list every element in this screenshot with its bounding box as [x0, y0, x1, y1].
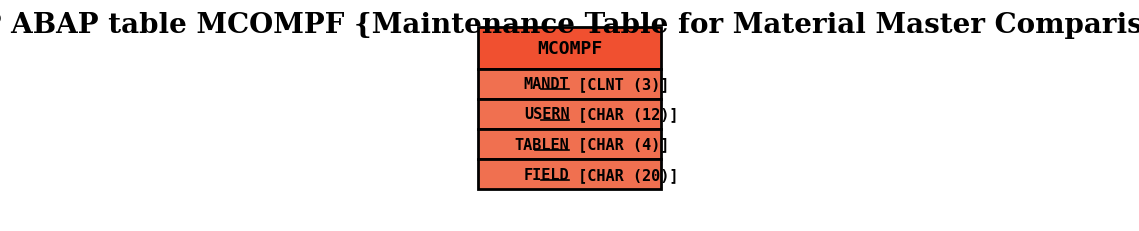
- Text: TABLEN: TABLEN: [515, 137, 570, 152]
- Text: SAP ABAP table MCOMPF {Maintenance Table for Material Master Comparison}: SAP ABAP table MCOMPF {Maintenance Table…: [0, 12, 1139, 38]
- Text: [CHAR (4)]: [CHAR (4)]: [570, 137, 670, 152]
- FancyBboxPatch shape: [478, 69, 661, 99]
- Text: [CLNT (3)]: [CLNT (3)]: [570, 77, 670, 92]
- Text: FIELD: FIELD: [524, 167, 570, 182]
- Text: MANDT: MANDT: [524, 77, 570, 92]
- FancyBboxPatch shape: [478, 99, 661, 129]
- FancyBboxPatch shape: [478, 129, 661, 159]
- Text: [CHAR (12)]: [CHAR (12)]: [570, 107, 679, 122]
- Text: [CHAR (20)]: [CHAR (20)]: [570, 167, 679, 182]
- FancyBboxPatch shape: [478, 28, 661, 69]
- Text: USERN: USERN: [524, 107, 570, 122]
- FancyBboxPatch shape: [478, 159, 661, 189]
- Text: MCOMPF: MCOMPF: [536, 40, 603, 58]
